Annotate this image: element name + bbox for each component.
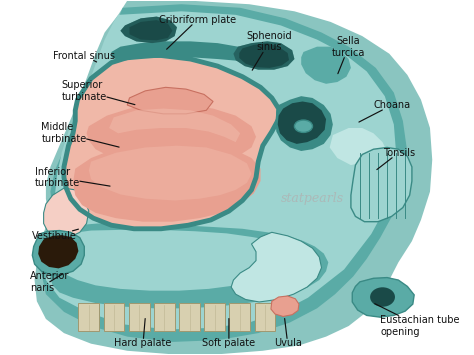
Text: Eustachian tube
opening: Eustachian tube opening bbox=[375, 304, 460, 337]
Polygon shape bbox=[204, 303, 225, 331]
Polygon shape bbox=[111, 42, 252, 61]
Polygon shape bbox=[78, 303, 99, 331]
Polygon shape bbox=[89, 146, 252, 201]
Polygon shape bbox=[179, 303, 200, 331]
Polygon shape bbox=[129, 303, 150, 331]
Polygon shape bbox=[120, 17, 177, 43]
Polygon shape bbox=[50, 223, 328, 308]
Text: Sella
turcica: Sella turcica bbox=[332, 36, 365, 74]
Polygon shape bbox=[233, 42, 294, 70]
Polygon shape bbox=[41, 4, 407, 342]
Polygon shape bbox=[32, 230, 84, 275]
Polygon shape bbox=[109, 109, 240, 142]
Polygon shape bbox=[104, 303, 124, 331]
Text: Vestibule: Vestibule bbox=[32, 229, 78, 241]
Polygon shape bbox=[64, 55, 279, 229]
Polygon shape bbox=[154, 303, 175, 331]
Polygon shape bbox=[87, 105, 256, 165]
Polygon shape bbox=[127, 87, 213, 114]
Text: Anterior
naris: Anterior naris bbox=[30, 271, 70, 293]
Polygon shape bbox=[120, 17, 177, 43]
Polygon shape bbox=[255, 303, 275, 331]
Polygon shape bbox=[229, 303, 250, 331]
Text: statpearls: statpearls bbox=[281, 192, 344, 205]
Text: Choana: Choana bbox=[359, 100, 410, 122]
Ellipse shape bbox=[370, 287, 395, 307]
Text: Hard palate: Hard palate bbox=[114, 318, 172, 348]
Text: Uvula: Uvula bbox=[273, 318, 301, 348]
Polygon shape bbox=[352, 278, 414, 317]
Text: Superior
turbinate: Superior turbinate bbox=[62, 80, 135, 105]
Polygon shape bbox=[278, 102, 326, 144]
Polygon shape bbox=[57, 230, 301, 291]
Polygon shape bbox=[275, 96, 333, 151]
Polygon shape bbox=[129, 20, 173, 40]
Text: Cribriform plate: Cribriform plate bbox=[159, 15, 236, 49]
Polygon shape bbox=[73, 142, 261, 222]
Text: Sphenoid
sinus: Sphenoid sinus bbox=[247, 31, 292, 70]
Text: Inferior
turbinate: Inferior turbinate bbox=[35, 167, 110, 188]
Text: Tonsils: Tonsils bbox=[377, 148, 415, 170]
Polygon shape bbox=[301, 47, 351, 84]
Text: Soft palate: Soft palate bbox=[202, 318, 255, 348]
Polygon shape bbox=[35, 1, 432, 354]
Polygon shape bbox=[46, 11, 396, 329]
Ellipse shape bbox=[294, 120, 312, 132]
Polygon shape bbox=[38, 235, 78, 268]
Text: Frontal sinus: Frontal sinus bbox=[53, 50, 115, 62]
Polygon shape bbox=[271, 296, 299, 316]
Text: Middle
turbinate: Middle turbinate bbox=[41, 122, 119, 147]
Polygon shape bbox=[233, 42, 294, 70]
Polygon shape bbox=[239, 43, 289, 68]
Polygon shape bbox=[330, 128, 389, 165]
Polygon shape bbox=[231, 232, 321, 302]
Polygon shape bbox=[44, 188, 89, 237]
Polygon shape bbox=[351, 147, 412, 222]
